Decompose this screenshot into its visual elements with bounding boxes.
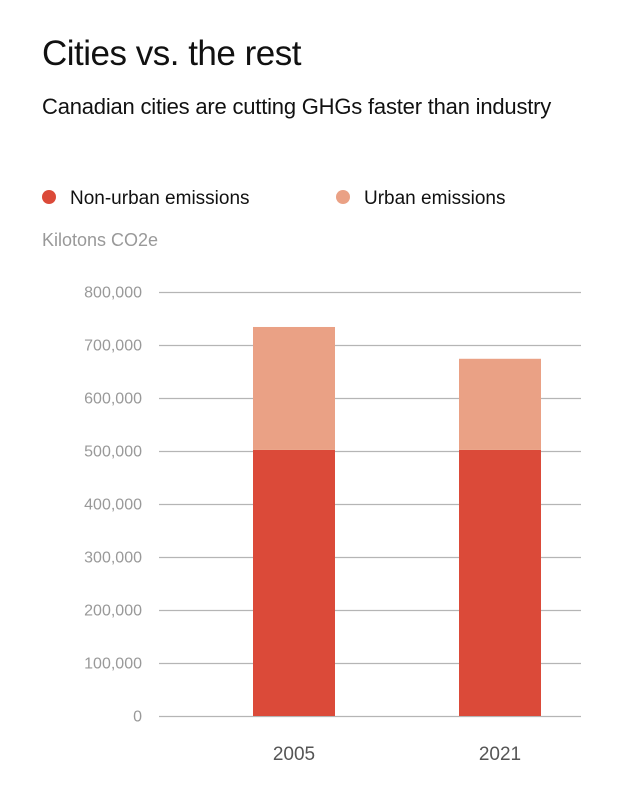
bar-2005-non-urban bbox=[253, 449, 335, 716]
x-tick-label: 2005 bbox=[273, 744, 315, 765]
x-tick-label: 2021 bbox=[479, 744, 521, 765]
legend-dot-non-urban-icon bbox=[42, 189, 56, 204]
y-tick-label: 200,000 bbox=[84, 603, 142, 620]
legend-label-urban: Urban emissions bbox=[364, 188, 506, 209]
y-tick-label: 600,000 bbox=[84, 391, 142, 408]
bar-2021-non-urban bbox=[459, 449, 541, 716]
legend-item-non-urban: Non-urban emissions bbox=[42, 188, 250, 210]
y-axis-unit-label: Kilotons CO2e bbox=[42, 230, 159, 250]
x-tick-labels: 2005 2021 bbox=[273, 744, 521, 765]
legend-item-urban: Urban emissions bbox=[336, 188, 506, 210]
chart-subtitle: Canadian cities are cutting GHGs faster … bbox=[42, 94, 552, 119]
chart-title: Cities vs. the rest bbox=[42, 34, 301, 73]
y-tick-labels: 0 100,000 200,000 300,000 400,000 500,000 600,… bbox=[84, 285, 142, 726]
y-tick-label: 100,000 bbox=[84, 656, 142, 673]
y-tick-label: 0 bbox=[133, 709, 142, 726]
y-tick-label: 800,000 bbox=[84, 285, 142, 302]
legend-label-non-urban: Non-urban emissions bbox=[70, 188, 250, 209]
bar-2021-urban bbox=[459, 358, 541, 450]
y-tick-label: 300,000 bbox=[84, 550, 142, 567]
legend-dot-urban-icon bbox=[336, 189, 350, 204]
y-tick-label: 400,000 bbox=[84, 497, 142, 514]
y-tick-label: 700,000 bbox=[84, 338, 142, 355]
bar-2005-urban bbox=[253, 326, 335, 450]
bars bbox=[253, 326, 541, 716]
y-tick-label: 500,000 bbox=[84, 444, 142, 461]
